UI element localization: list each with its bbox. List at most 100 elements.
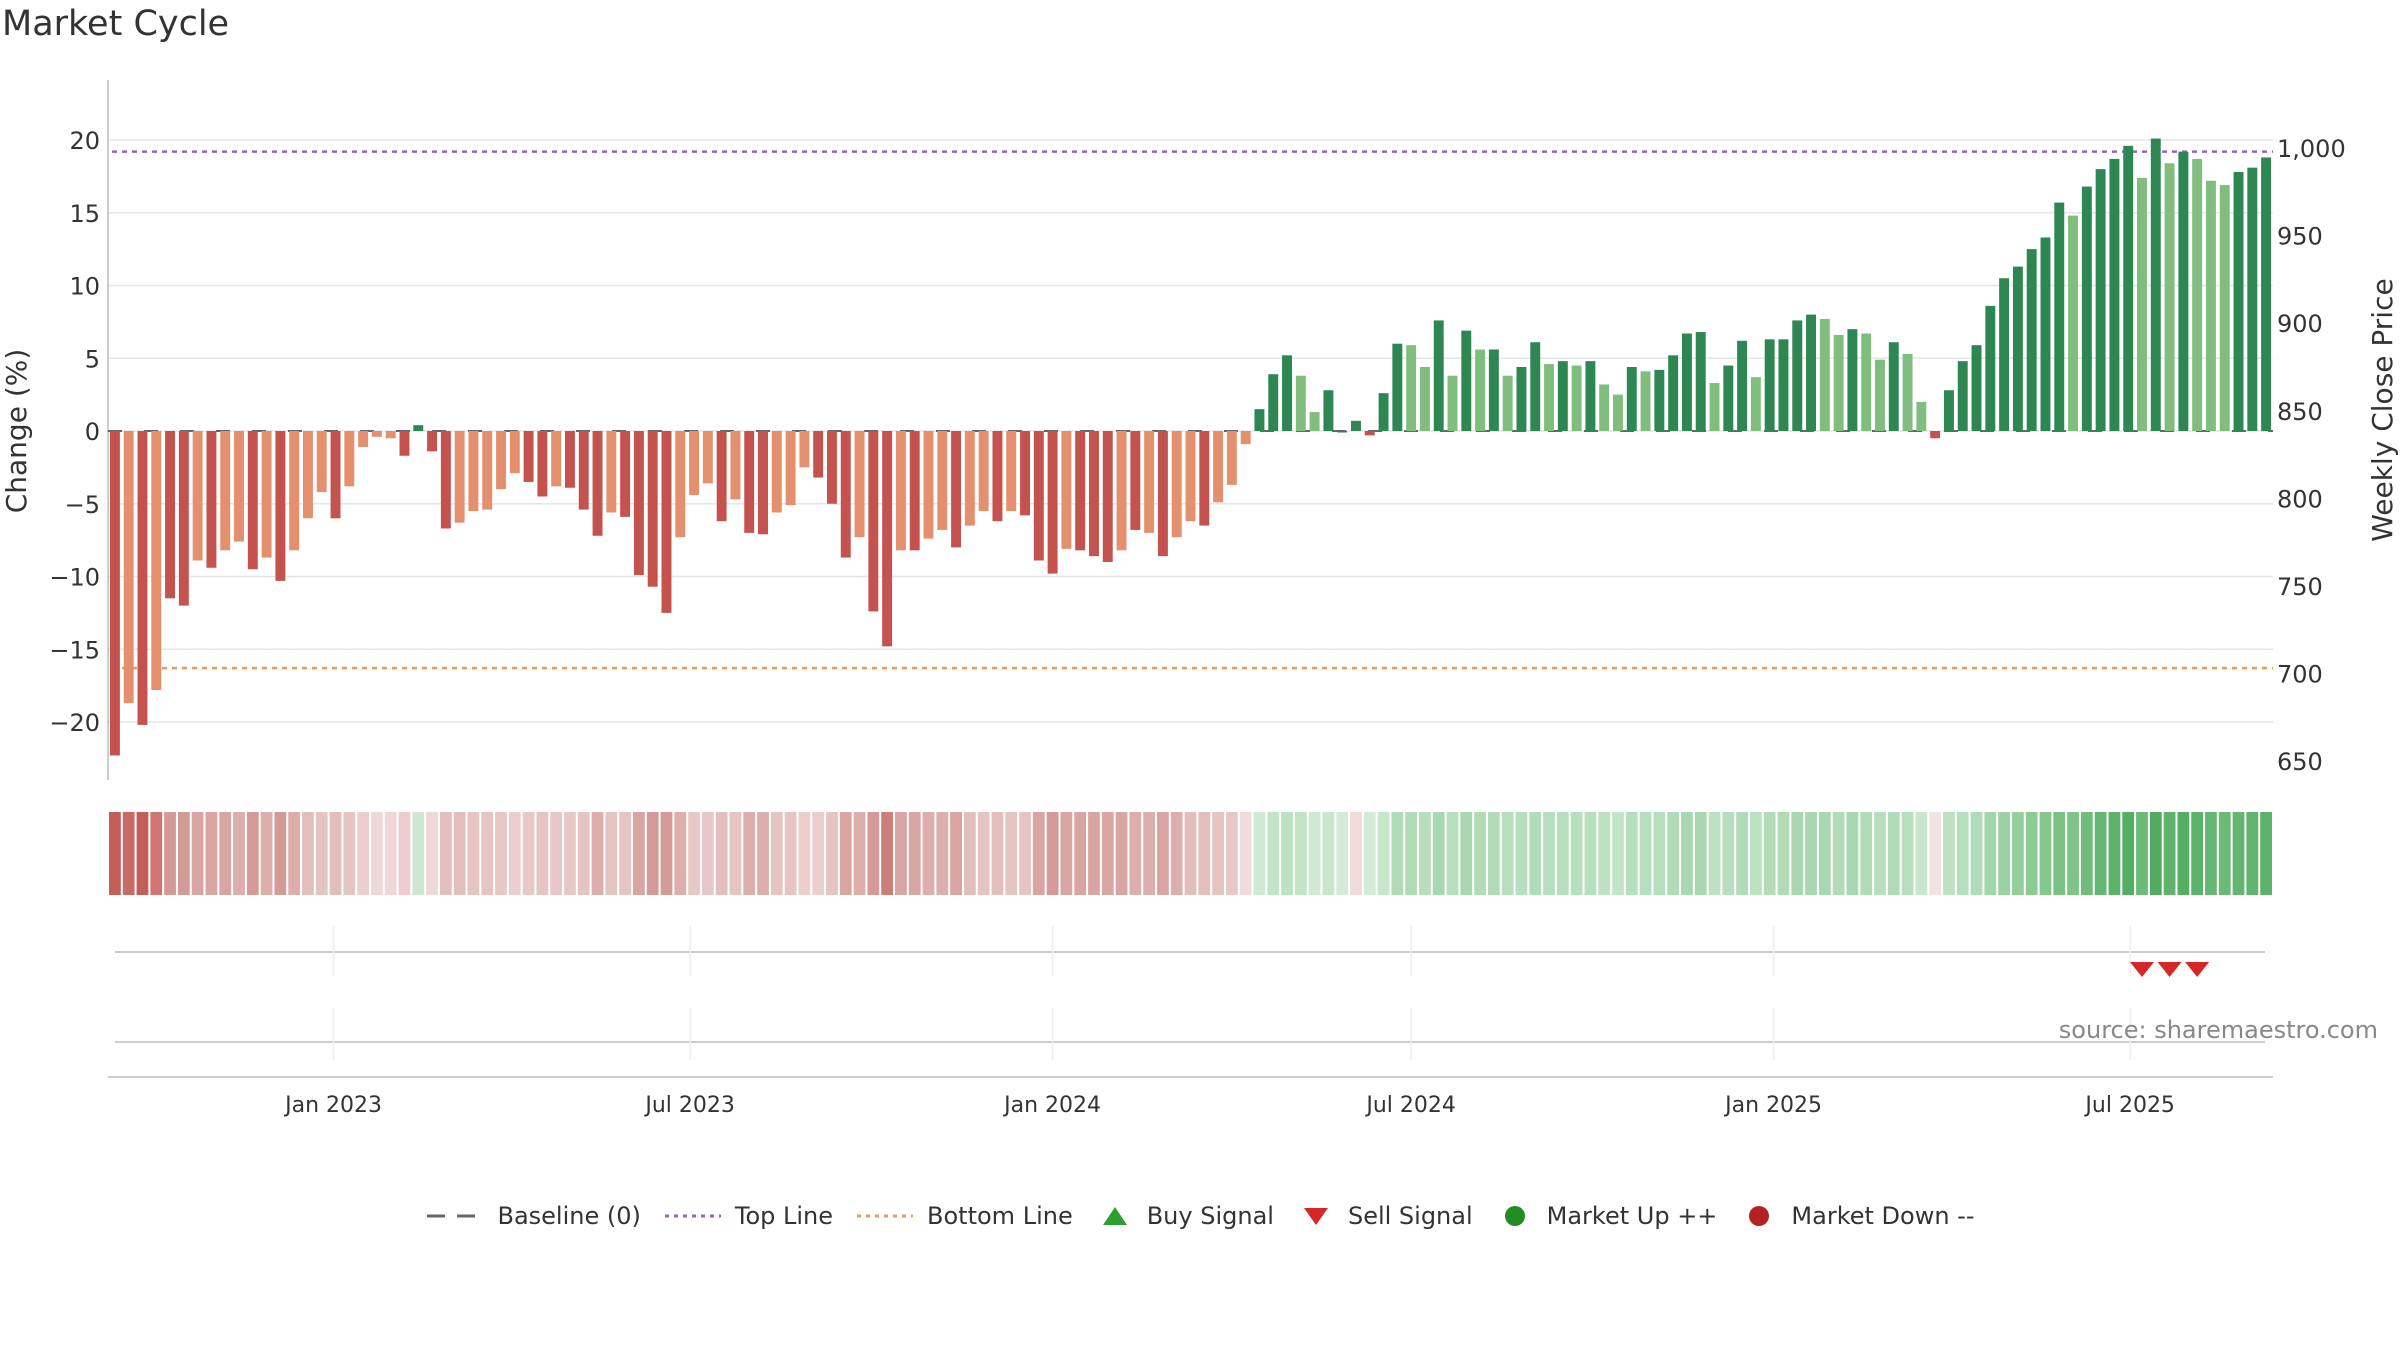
heat-cell [302,812,314,895]
bar [1144,431,1155,533]
bar [592,431,603,536]
heat-cell [1198,812,1211,895]
bar [1571,365,1582,431]
sell-signal-marker [2129,962,2154,977]
heat-cell [357,812,370,895]
bar [964,431,975,526]
heat-cell [2149,812,2162,895]
legend-sell-signal-label: Sell Signal [1347,1202,1473,1230]
bar [909,431,920,551]
baseline-swatch-icon [427,1214,484,1218]
heat-cell [1598,812,1611,895]
y2-tick-label: 800 [2277,485,2323,513]
bar [1778,339,1789,431]
legend-buy-signal-label: Buy Signal [1146,1202,1274,1230]
bar [647,431,658,587]
legend-market-up[interactable]: Market Up ++ [1495,1202,1717,1230]
y-tick-label: −20 [49,709,100,737]
legend-bottom-line-label: Bottom Line [927,1202,1073,1230]
bar [165,431,176,599]
bar [1626,366,1637,431]
bar [1681,333,1692,431]
y2-axis-title: Weekly Close Price [2366,278,2399,541]
heat-cell [1763,812,1776,895]
bar [358,431,369,448]
bar [1709,382,1720,431]
heat-cell [1377,812,1390,895]
heat-cell [633,812,645,895]
sell-signal-marker [2157,962,2182,977]
bar [1419,366,1430,431]
bar [758,431,768,535]
bar [2109,158,2120,432]
legend-market-down[interactable]: Market Down -- [1739,1202,1975,1230]
bar [675,431,686,538]
heat-cell [812,812,825,895]
bar [1516,366,1527,431]
bar [413,425,424,431]
legend-buy-signal[interactable]: Buy Signal [1095,1202,1274,1230]
heat-cell [908,812,921,895]
bar [578,431,589,510]
heat-cell [1832,812,1845,895]
bar [992,431,1003,522]
heat-cell [2205,812,2217,895]
heat-cell [191,812,204,895]
legend-baseline-label: Baseline (0) [497,1202,641,1230]
legend-top-line-label: Top Line [734,1202,834,1230]
bar [1006,431,1017,512]
bar [1461,330,1472,431]
bar [799,431,810,468]
heat-cell [1984,812,1997,895]
heat-cell [1460,812,1473,895]
bar [1888,342,1899,431]
bar-series [109,138,2272,756]
heat-cell [1860,812,1873,895]
bar [399,431,410,456]
y2-tick-label: 900 [2277,310,2323,338]
bottom-line-swatch-icon [857,1214,914,1218]
y2-tick-label: 750 [2277,573,2323,601]
y2-tick-label: 950 [2277,223,2323,251]
bar [1102,431,1113,562]
bar [1282,355,1292,431]
heat-cell [1239,812,1252,895]
heat-cell [1005,812,1018,895]
bar [2178,151,2189,431]
bar [1240,431,1251,445]
legend-baseline[interactable]: Baseline (0) [425,1202,641,1230]
heat-cell [1515,812,1528,895]
x-tick-label: Jul 2023 [643,1093,735,1118]
heat-cell [1281,812,1293,895]
bar [1447,375,1458,431]
bar [454,431,465,523]
heat-cell [1529,812,1542,895]
bar [1116,431,1127,551]
bar [633,431,644,576]
bar [2150,138,2161,432]
bar [1557,361,1568,431]
bar [261,431,272,558]
bar [2164,163,2175,431]
bar [2137,177,2147,431]
bar [730,431,741,500]
heat-cell [2163,812,2176,895]
bar [1213,431,1224,503]
bar [1792,320,1803,431]
bar [1226,431,1237,485]
heat-cell [1184,812,1197,895]
legend-top-line[interactable]: Top Line [663,1202,833,1230]
bar [220,431,231,551]
legend-sell-signal[interactable]: Sell Signal [1296,1202,1473,1230]
bar [1640,371,1651,431]
y-tick-label: −10 [49,564,100,592]
bar [289,431,300,551]
heat-cell [233,812,245,895]
bar [840,431,851,558]
bar [316,431,327,493]
heat-cell [674,812,687,895]
bar [551,431,562,487]
bar [1130,431,1141,530]
legend-bottom-line[interactable]: Bottom Line [855,1202,1073,1230]
